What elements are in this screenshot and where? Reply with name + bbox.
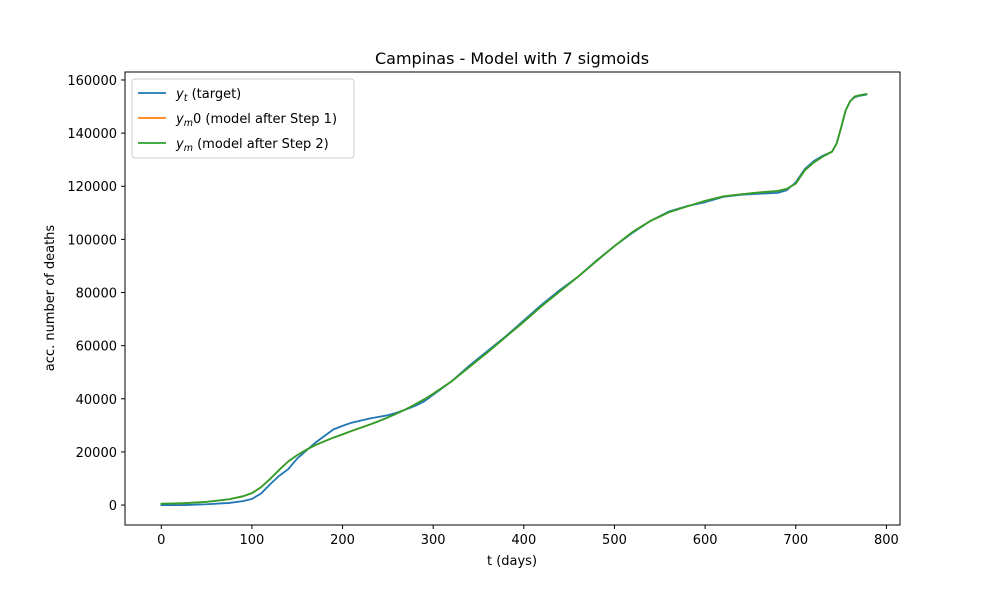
y-tick-label: 40000 <box>76 393 117 408</box>
legend-entry-1: yt (target) <box>175 87 241 104</box>
legend: yt (target) ym0 (model after Step 1) ym (m… <box>131 78 355 159</box>
x-axis-label: t (days) <box>487 554 537 569</box>
x-tick-label: 400 <box>511 533 536 548</box>
x-tick-label: 700 <box>783 533 808 548</box>
legend-box <box>131 78 355 159</box>
x-tick-label: 200 <box>330 533 355 548</box>
plot-area: 0 100 200 300 400 500 600 700 800 0 20000 40000 6000… <box>67 74 898 548</box>
series-line-3 <box>160 93 868 505</box>
legend-entry-2: ym0 (model after Step 1) <box>175 112 337 129</box>
y-tick-label: 160000 <box>67 74 117 89</box>
y-tick-label: 20000 <box>76 446 117 461</box>
x-tick-label: 500 <box>602 533 627 548</box>
x-tick-label: 0 <box>157 533 165 548</box>
x-tick-label: 800 <box>874 533 899 548</box>
chart-title: Campinas - Model with 7 sigmoids <box>375 49 649 68</box>
y-tick-label: 0 <box>109 499 117 514</box>
y-tick-label: 80000 <box>76 287 117 302</box>
x-tick-label: 100 <box>239 533 264 548</box>
x-tick-label: 600 <box>693 533 718 548</box>
y-tick-label: 60000 <box>76 340 117 355</box>
axes-frame <box>124 71 901 526</box>
y-tick-label: 140000 <box>67 127 117 142</box>
legend-entry-3: ym (model after Step 2) <box>175 137 329 154</box>
x-tick-label: 300 <box>421 533 446 548</box>
y-tick-label: 120000 <box>67 180 117 195</box>
y-axis-label: acc. number of deaths <box>43 225 58 372</box>
y-tick-label: 100000 <box>67 233 117 248</box>
